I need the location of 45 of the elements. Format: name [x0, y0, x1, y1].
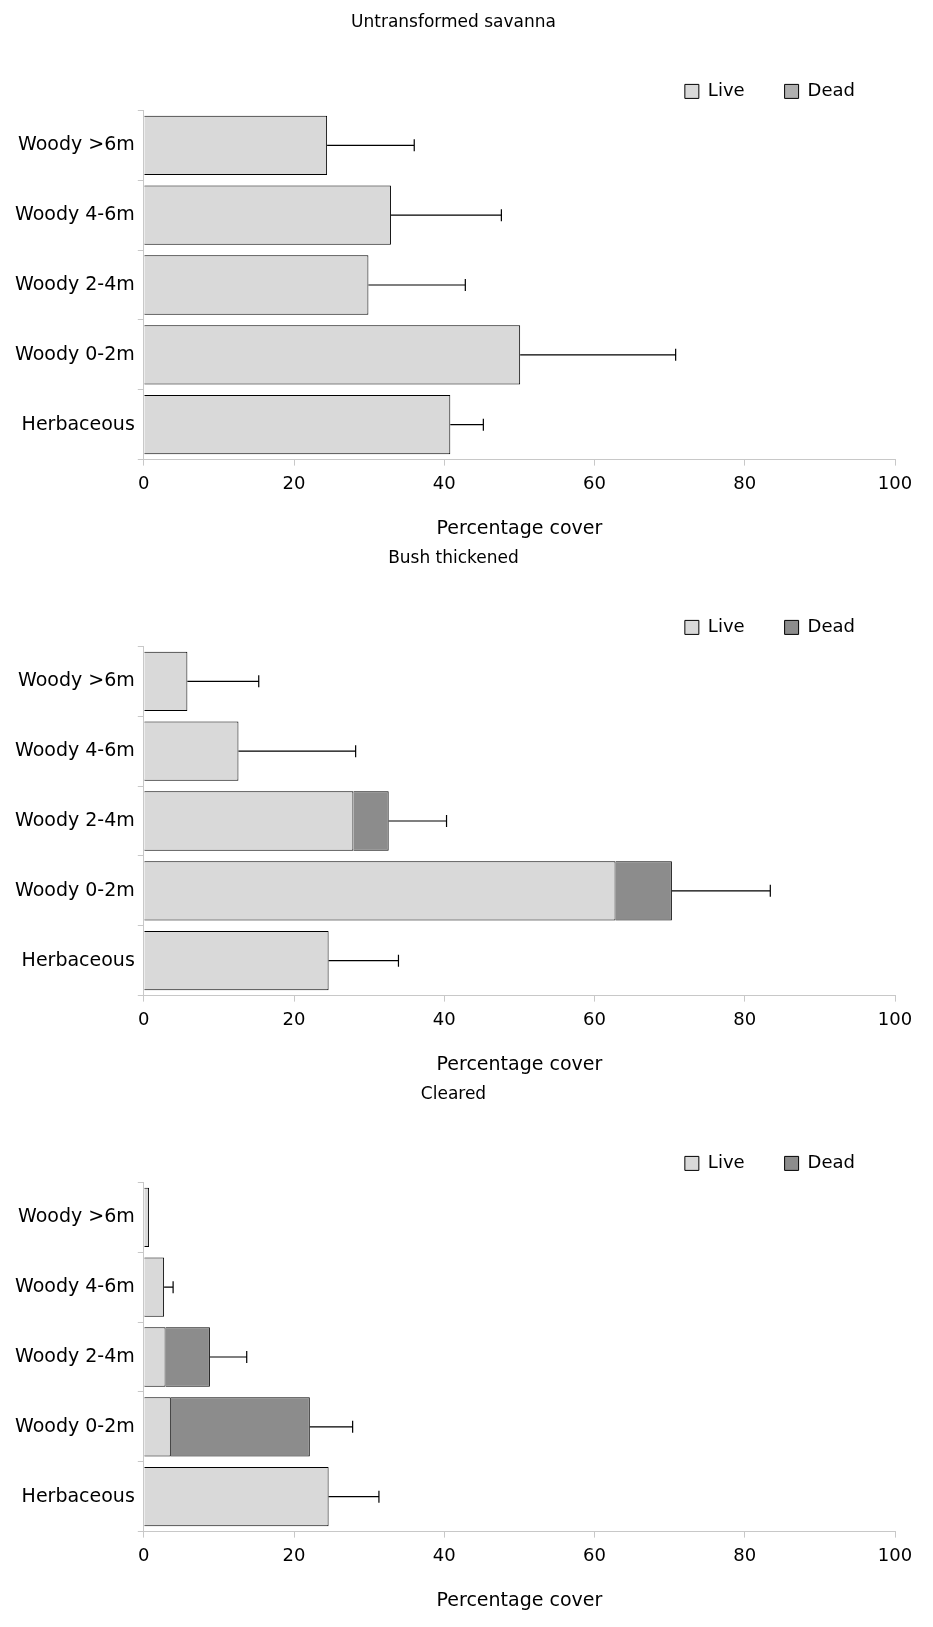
x-axis-title: Percentage cover — [436, 1587, 603, 1610]
y-tick-label: Woody >6m — [18, 668, 135, 691]
y-tick-label: Woody 0-2m — [15, 1413, 135, 1436]
x-tick-label: 20 — [282, 1544, 306, 1566]
x-tick-label: 20 — [282, 1008, 306, 1030]
x-tick-label: 40 — [432, 472, 456, 494]
x-tick-label: 60 — [583, 1544, 606, 1566]
legend-label: Dead — [807, 79, 855, 101]
y-tick-label: Herbaceous — [21, 1483, 135, 1506]
y-tick-label: Woody 4-6m — [15, 202, 135, 225]
x-tick-label: 0 — [138, 472, 150, 494]
y-tick-label: Woody 4-6m — [15, 738, 135, 761]
x-tick-label: 80 — [733, 1544, 757, 1566]
chart-title: Bush thickened — [388, 546, 519, 567]
x-tick-label: 20 — [282, 472, 306, 494]
x-tick-label: 40 — [432, 1544, 456, 1566]
y-tick-label: Woody 0-2m — [15, 877, 135, 900]
legend-label: Live — [707, 79, 745, 101]
x-tick-label: 60 — [583, 1008, 606, 1030]
y-tick-label: Woody 4-6m — [15, 1274, 135, 1297]
x-tick-label: 40 — [432, 1008, 456, 1030]
y-tick-label: Woody >6m — [18, 1204, 135, 1227]
x-tick-label: 100 — [877, 1008, 913, 1030]
y-tick-label: Herbaceous — [21, 947, 135, 970]
legend-label: Dead — [807, 1151, 855, 1173]
chart-title: Cleared — [420, 1082, 487, 1103]
x-axis-title: Percentage cover — [436, 1051, 603, 1074]
y-tick-label: Woody >6m — [18, 132, 135, 155]
y-tick-label: Woody 2-4m — [15, 271, 135, 294]
y-tick-label: Herbaceous — [21, 411, 135, 434]
legend-label: Live — [707, 615, 745, 637]
x-tick-label: 0 — [138, 1008, 150, 1030]
y-tick-label: Woody 2-4m — [15, 1343, 135, 1366]
legend-label: Dead — [807, 615, 855, 637]
x-tick-label: 0 — [138, 1544, 150, 1566]
x-axis-title: Percentage cover — [436, 515, 603, 538]
chart-title: Untransformed savanna — [351, 10, 556, 31]
x-tick-label: 60 — [583, 472, 606, 494]
x-tick-label: 100 — [877, 1544, 913, 1566]
legend-label: Live — [707, 1151, 745, 1173]
x-tick-label: 80 — [733, 472, 757, 494]
y-tick-label: Woody 2-4m — [15, 807, 135, 830]
x-tick-label: 100 — [877, 472, 913, 494]
y-tick-label: Woody 0-2m — [15, 341, 135, 364]
x-tick-label: 80 — [733, 1008, 757, 1030]
